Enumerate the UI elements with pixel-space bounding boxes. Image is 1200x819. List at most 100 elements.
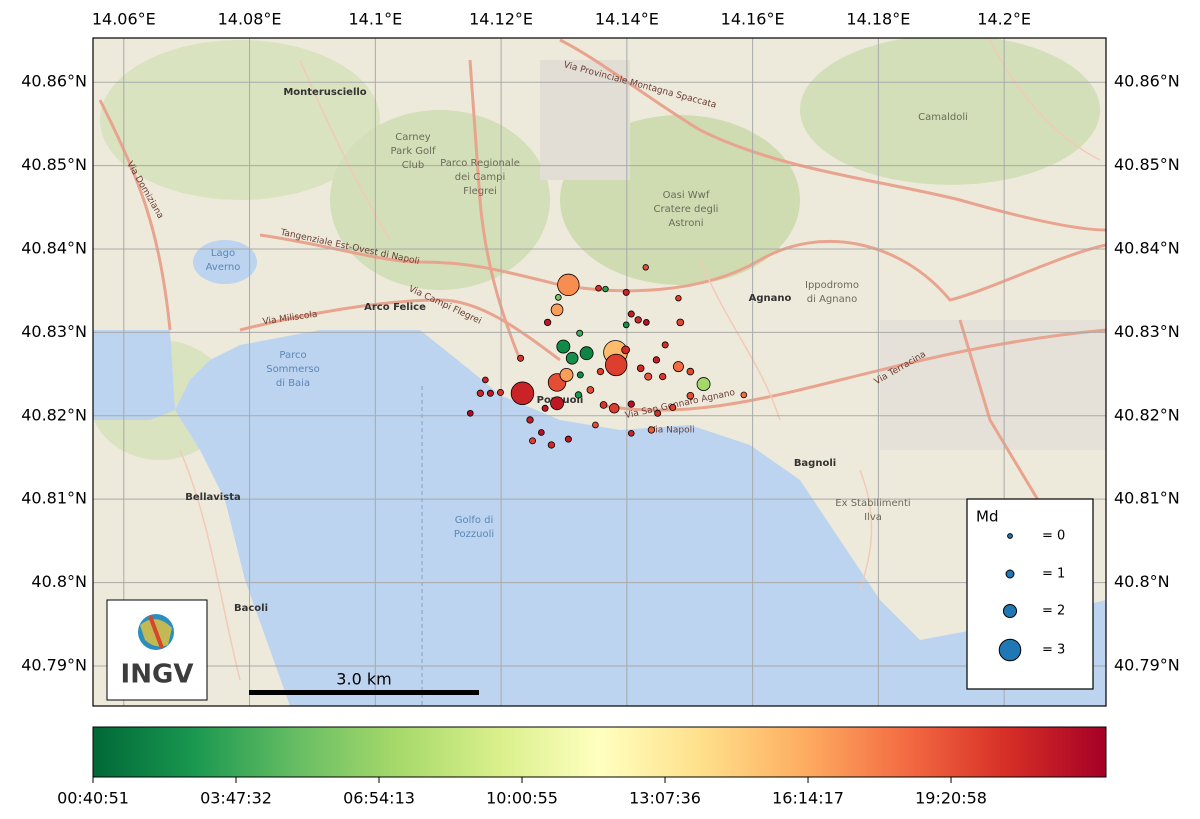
- map-label: Ex Stabilimenti: [835, 498, 910, 509]
- event: [554, 294, 562, 301]
- vegetation: [330, 110, 550, 290]
- map-label: Golfo di: [455, 515, 494, 526]
- event: [636, 364, 645, 373]
- event: [686, 367, 695, 376]
- event: [550, 396, 564, 411]
- map-label: Bagnoli: [794, 458, 836, 469]
- map-label: Park Golf: [391, 146, 436, 157]
- sea: [175, 330, 1106, 706]
- map-label: Bacoli: [234, 603, 268, 614]
- event: [496, 388, 504, 396]
- event: [609, 403, 620, 414]
- vegetation: [800, 38, 1100, 185]
- x-tick-label: 14.16°E: [721, 10, 785, 29]
- map-label: Astroni: [668, 218, 703, 229]
- y-tick-label: 40.83°N: [1114, 322, 1180, 341]
- y-tick-label: 40.86°N: [1114, 72, 1180, 91]
- y-tick-label: 40.8°N: [1114, 572, 1170, 591]
- event: [627, 400, 635, 408]
- legend-box: [966, 498, 1094, 690]
- minor-roads: [179, 39, 1101, 681]
- legend-marker: [1005, 569, 1015, 579]
- legend-marker: [1002, 603, 1018, 619]
- colorbar-tick-label: 03:47:32: [200, 789, 272, 808]
- event: [675, 295, 682, 302]
- event: [550, 303, 564, 317]
- event: [634, 316, 642, 324]
- event: [547, 441, 556, 449]
- legend-label: = 2: [1042, 604, 1065, 619]
- event: [661, 341, 669, 349]
- event: [526, 416, 534, 424]
- colorbar-tick-label: 16:14:17: [772, 789, 844, 808]
- event: [654, 409, 662, 417]
- logo-text: INGV: [121, 660, 194, 690]
- event: [517, 354, 525, 362]
- map-label: Parco: [279, 350, 306, 361]
- event: [696, 377, 711, 392]
- event: [538, 429, 545, 436]
- event: [647, 426, 656, 434]
- legend-marker: [1007, 533, 1013, 539]
- event: [510, 381, 535, 406]
- event: [482, 376, 489, 384]
- y-tick-label: 40.8°N: [31, 572, 87, 591]
- event: [586, 386, 595, 394]
- map-label: Oasi Wwf: [663, 190, 710, 201]
- y-tick-label: 40.83°N: [21, 322, 87, 341]
- map-label: Lago: [211, 248, 235, 259]
- map-label: Bellavista: [185, 492, 240, 503]
- y-tick-label: 40.81°N: [21, 489, 87, 508]
- lagoon: [93, 330, 175, 420]
- x-tick-label: 14.12°E: [469, 10, 533, 29]
- event: [476, 389, 484, 397]
- legend-label: = 0: [1042, 529, 1065, 544]
- event: [642, 264, 649, 271]
- event: [576, 329, 584, 337]
- map-label: Club: [402, 160, 424, 171]
- colorbar-ramp: [92, 726, 1107, 778]
- colorbar: 00:40:51 03:47:32 06:54:13 10:00:55 13:07:36…: [57, 726, 1107, 808]
- event: [644, 372, 653, 381]
- event: [557, 273, 580, 297]
- event: [556, 339, 571, 354]
- map-label: Ippodromo: [805, 280, 859, 291]
- event: [574, 391, 583, 399]
- event: [643, 319, 650, 326]
- y-tick-label: 40.82°N: [1114, 405, 1180, 424]
- scale-bar-line: [249, 690, 479, 695]
- y-tick-label: 40.85°N: [21, 155, 87, 174]
- axes: 14.06°E 14.08°E 14.1°E 14.12°E 14.14°E 14.16°…: [21, 10, 1180, 675]
- urban-area: [880, 320, 1106, 450]
- logo: INGV: [106, 599, 208, 701]
- y-tick-label: 40.82°N: [21, 405, 87, 424]
- map-label: Via Napoli: [649, 426, 694, 436]
- lake: [193, 240, 257, 284]
- x-tick-label: 14.06°E: [92, 10, 156, 29]
- logo-globe-shape: [148, 615, 164, 649]
- x-tick-label: 14.18°E: [846, 10, 910, 29]
- y-tick-label: 40.79°N: [1114, 655, 1180, 674]
- y-tick-label: 40.85°N: [1114, 155, 1180, 174]
- x-tick-label: 14.2°E: [977, 10, 1031, 29]
- event: [652, 356, 661, 364]
- event: [602, 285, 609, 293]
- map-label: di Agnano: [807, 294, 857, 305]
- event: [686, 391, 695, 400]
- legend-label: = 3: [1042, 643, 1065, 658]
- y-tick-label: 40.86°N: [21, 72, 87, 91]
- map-label: Agnano: [749, 293, 792, 304]
- scale-bar: 3.0 km: [249, 670, 479, 695]
- vegetation: [100, 40, 380, 200]
- x-tick-label: 14.08°E: [218, 10, 282, 29]
- event: [622, 288, 630, 296]
- urban-area: [540, 60, 630, 180]
- map-label: di Baia: [276, 378, 310, 389]
- event: [604, 353, 628, 377]
- event: [576, 371, 584, 379]
- event: [565, 351, 579, 365]
- map-label: Parco Regionale: [440, 158, 520, 169]
- x-tick-label: 14.14°E: [595, 10, 659, 29]
- map-frame: [92, 37, 1107, 707]
- event: [595, 284, 602, 292]
